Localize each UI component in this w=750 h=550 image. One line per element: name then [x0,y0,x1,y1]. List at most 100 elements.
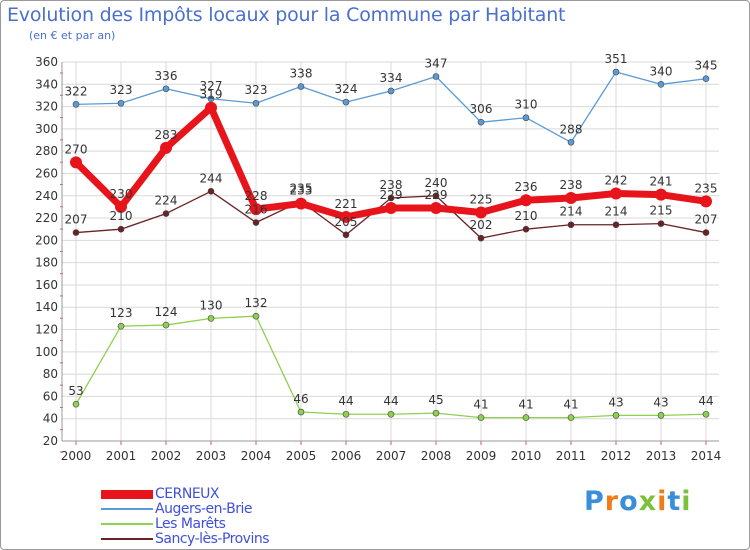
y-tick-label: 360 [35,55,58,69]
data-label-augers-en-brie: 347 [425,56,448,70]
data-label-les-mar-ts: 45 [428,393,443,407]
data-label-augers-en-brie: 334 [380,71,403,85]
data-point-augers-en-brie [657,80,665,88]
series-sancy-l-s-provins [72,188,710,242]
data-label-cerneux: 228 [245,189,268,203]
data-label-cerneux: 230 [110,187,133,201]
data-label-sancy-l-s-provins: 224 [155,194,178,208]
data-point-sancy-l-s-provins [72,229,80,236]
data-point-les-mar-ts [657,412,665,419]
data-point-les-mar-ts [567,414,575,421]
data-label-cerneux: 238 [560,178,583,192]
logo-letter: i [681,486,692,517]
data-label-sancy-l-s-provins: 210 [110,209,133,223]
proxiti-logo: Proxiti [584,486,692,517]
data-label-les-mar-ts: 53 [68,384,83,398]
data-label-les-mar-ts: 130 [200,298,223,312]
data-point-sancy-l-s-provins [207,188,215,195]
series-augers-en-brie [72,68,710,146]
data-point-cerneux [520,194,532,207]
y-tick-label: 140 [35,300,58,314]
data-point-les-mar-ts [252,312,260,320]
x-tick-label: 2008 [421,449,452,463]
logo-letter: i [657,486,668,517]
chart-title: Evolution des Impôts locaux pour la Comm… [7,4,566,26]
data-point-augers-en-brie [342,98,350,106]
x-tick-label: 2009 [466,449,497,463]
y-tick-label: 40 [43,412,58,426]
data-label-cerneux: 229 [380,188,403,202]
data-point-les-mar-ts [522,414,530,421]
data-point-cerneux [205,101,217,114]
y-tick-label: 200 [35,233,58,247]
data-point-cerneux [250,203,262,216]
data-point-cerneux [295,197,307,210]
data-label-sancy-l-s-provins: 210 [515,209,538,223]
data-point-augers-en-brie [567,138,575,146]
logo-letter: o [619,486,639,517]
data-label-cerneux: 242 [605,174,628,188]
data-point-cerneux [655,188,667,201]
data-label-sancy-l-s-provins: 216 [245,203,268,217]
x-tick-label: 2014 [691,449,722,463]
legend-swatch-augers-en-brie [101,508,153,510]
data-label-sancy-l-s-provins: 244 [200,171,223,185]
data-point-cerneux [565,191,577,204]
series-cerneux [70,101,712,223]
legend-label-les-mar-ts: Les Marêts [155,516,226,532]
data-label-cerneux: 225 [470,192,493,206]
data-point-augers-en-brie [522,114,530,122]
data-point-sancy-l-s-provins [342,231,350,239]
data-point-sancy-l-s-provins [702,229,710,236]
data-point-les-mar-ts [297,408,305,416]
x-tick-label: 2005 [286,449,317,463]
logo-letter: t [667,486,682,517]
y-tick-label: 180 [35,256,58,270]
logo-letter: r [604,486,620,517]
data-point-sancy-l-s-provins [387,194,395,202]
data-label-les-mar-ts: 43 [608,395,623,409]
x-tick-label: 2010 [511,449,542,463]
data-label-les-mar-ts: 41 [473,398,488,412]
legend-label-augers-en-brie: Augers-en-Brie [155,501,252,517]
data-label-cerneux: 221 [335,197,358,211]
x-tick-label: 2013 [646,449,677,463]
data-point-augers-en-brie [162,85,170,93]
data-point-cerneux [70,156,82,169]
data-point-augers-en-brie [387,87,395,95]
data-label-les-mar-ts: 41 [563,398,578,412]
logo-letter: P [584,486,605,517]
data-label-augers-en-brie: 324 [335,82,358,96]
chart-subtitle: (en € et par an) [29,29,116,42]
legend-label-sancy-l-s-provins: Sancy-lès-Provins [155,531,270,547]
x-tick-label: 2011 [556,449,587,463]
data-point-cerneux [115,200,127,213]
y-tick-label: 340 [35,77,58,91]
y-tick-label: 100 [35,345,58,359]
legend-item-sancy-l-s-provins: Sancy-lès-Provins [101,531,361,547]
data-label-augers-en-brie: 345 [695,59,718,73]
data-label-augers-en-brie: 310 [515,98,538,112]
data-point-sancy-l-s-provins [162,210,170,217]
data-label-augers-en-brie: 338 [290,67,313,81]
data-point-les-mar-ts [612,412,620,419]
data-point-cerneux [475,206,487,219]
data-point-cerneux [430,202,442,215]
y-tick-label: 260 [35,166,58,180]
data-point-sancy-l-s-provins [657,220,665,227]
data-label-sancy-l-s-provins: 238 [380,178,403,192]
data-label-les-mar-ts: 43 [653,395,668,409]
data-point-augers-en-brie [297,83,305,90]
legend-item-augers-en-brie: Augers-en-Brie [101,501,361,517]
data-label-les-mar-ts: 123 [110,306,133,320]
data-point-les-mar-ts [477,414,485,421]
legend-swatch-les-mar-ts [101,523,153,525]
legend-item-cerneux: CERNEUX [101,486,361,502]
data-point-les-mar-ts [72,400,80,408]
data-label-sancy-l-s-provins: 214 [560,205,583,219]
x-tick-label: 2012 [601,449,632,463]
y-tick-label: 280 [35,144,58,158]
data-point-cerneux [610,187,622,200]
data-point-sancy-l-s-provins [432,192,440,200]
